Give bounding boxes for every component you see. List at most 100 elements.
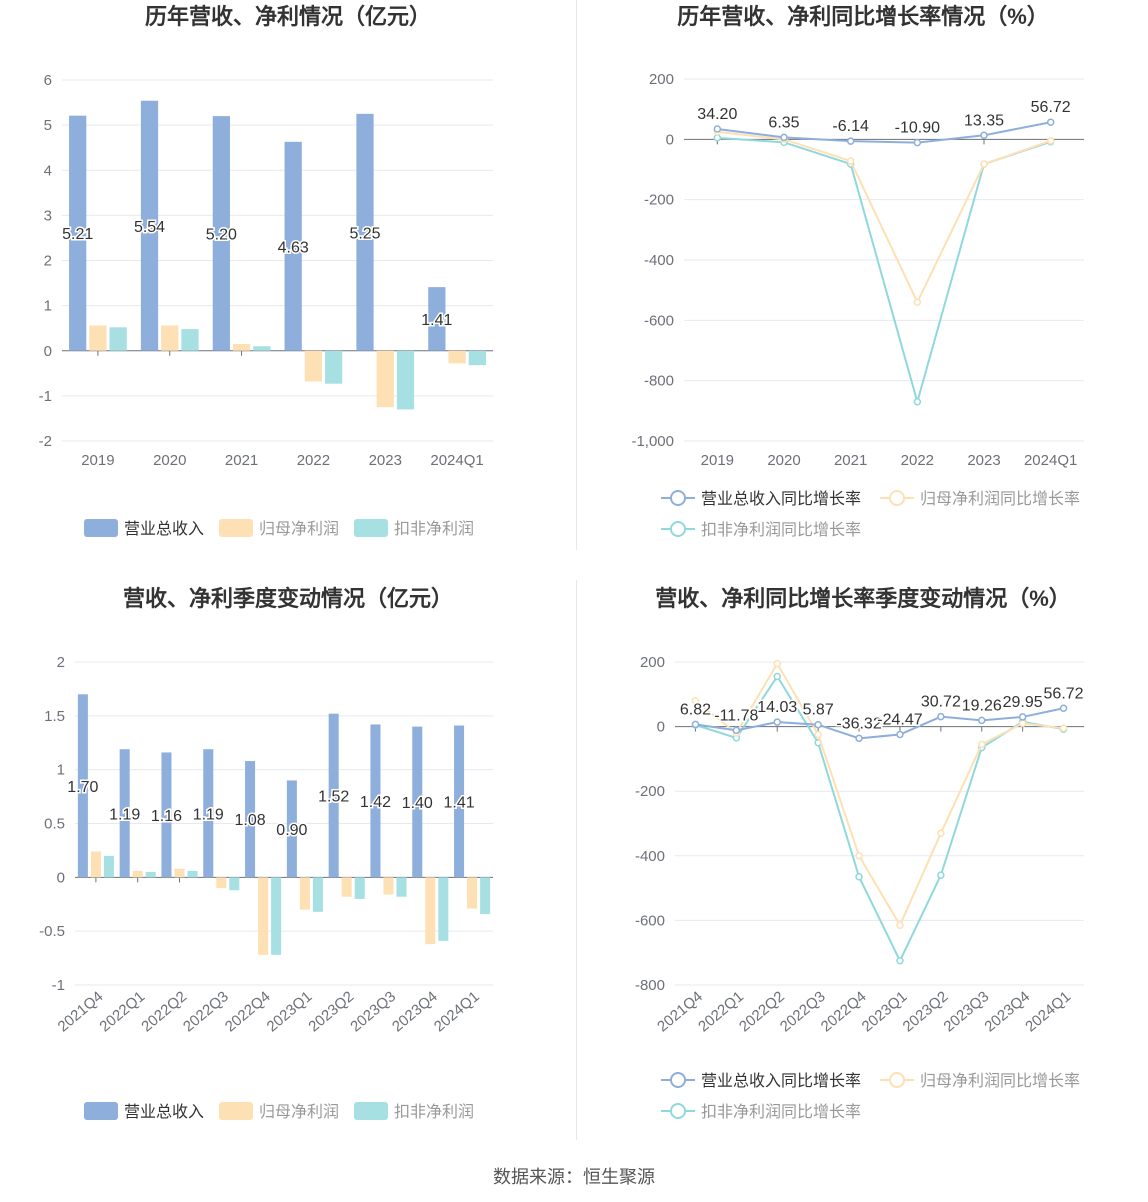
legend-label: 归母净利润同比增长率: [920, 490, 1080, 508]
legend-swatch: [354, 519, 388, 537]
series-point: [1018, 713, 1027, 721]
data-label: 4.63: [278, 239, 309, 256]
legend-label: 营业总收入: [124, 1103, 204, 1121]
legend-label: 扣非净利润同比增长率: [701, 1103, 861, 1121]
x-tick-label: 2021Q4: [654, 988, 706, 1035]
bar-revenue: [245, 761, 256, 878]
x-tick-label: 2023Q1: [264, 988, 316, 1035]
data-label: 5.54: [134, 219, 165, 236]
bar-revenue: [412, 726, 423, 878]
series-point: [713, 125, 722, 133]
bar-deducted-profit: [103, 855, 114, 878]
x-tick-label: 2023Q4: [981, 988, 1033, 1035]
bar-deducted-profit: [354, 877, 365, 899]
bar-net-profit: [132, 870, 143, 878]
bar-net-profit: [376, 350, 394, 408]
legend-label: 扣非净利润: [394, 1103, 474, 1121]
legend-label: 归母净利润同比增长率: [920, 1072, 1080, 1090]
data-label: 1.42: [360, 794, 391, 811]
series-point: [773, 672, 781, 681]
legend-marker: [670, 490, 686, 506]
series-point: [846, 137, 855, 145]
legend-swatch: [84, 519, 118, 537]
legend-label: 归母净利润: [259, 1103, 339, 1121]
series-line: [717, 130, 1051, 305]
y-tick-label: 0.5: [44, 816, 65, 833]
data-label: 1.16: [151, 808, 182, 825]
x-tick-label: 2021: [834, 452, 867, 469]
chart-title: 历年营收、净利情况（亿元）: [145, 4, 431, 29]
legend-label: 扣非净利润: [394, 520, 474, 538]
data-label: 19.26: [962, 697, 1002, 714]
data-label: 1.41: [443, 794, 474, 811]
data-label: 56.72: [1044, 685, 1084, 702]
bar-deducted-profit: [438, 877, 449, 941]
bar-net-profit: [174, 868, 185, 878]
chart-title: 历年营收、净利同比增长率情况（%）: [677, 4, 1049, 29]
y-tick-label: 0: [57, 869, 65, 886]
data-label: 5.20: [206, 226, 237, 243]
legend-swatch: [219, 519, 253, 537]
bar-net-profit: [89, 325, 107, 351]
chart-title: 营收、净利季度变动情况（亿元）: [123, 586, 453, 611]
data-label: 5.21: [62, 226, 93, 243]
y-tick-label: 3: [44, 207, 52, 224]
bar-revenue: [328, 713, 339, 878]
y-tick-label: 200: [640, 654, 665, 671]
y-tick-label: 4: [44, 162, 52, 179]
data-label: 6.82: [680, 701, 711, 718]
legend-label: 营业总收入: [124, 520, 204, 538]
x-tick-label: 2019: [701, 452, 734, 469]
x-tick-label: 2023Q4: [389, 988, 441, 1035]
chart-annual-rev-profit: 历年营收、净利情况（亿元） -2 -1 0 1 2 3 4 5 6 2019 2020 2021 2022…: [0, 0, 576, 560]
bar-net-profit: [425, 877, 436, 945]
bar-deducted-profit: [253, 346, 271, 351]
bar-revenue: [428, 287, 446, 351]
series-point: [814, 720, 822, 729]
series-point: [913, 398, 922, 406]
data-label: -24.47: [877, 712, 922, 729]
x-tick-label: 2023: [369, 452, 402, 469]
bar-deducted-profit: [229, 877, 240, 891]
x-tick-label: 2024Q1: [1022, 988, 1074, 1035]
y-tick-label: -0.5: [39, 923, 65, 940]
series-point: [855, 734, 863, 743]
bar-deducted-profit: [396, 877, 407, 897]
data-label: -6.14: [832, 118, 869, 135]
y-tick-label: 0: [44, 343, 52, 360]
bar-net-profit: [304, 350, 323, 382]
x-tick-label: 2023Q3: [940, 988, 992, 1035]
bar-net-profit: [232, 343, 251, 351]
data-label: 6.35: [768, 114, 799, 131]
series-point: [732, 726, 741, 735]
series-point: [773, 718, 781, 726]
y-tick-label: -400: [644, 252, 674, 269]
series-point: [1059, 724, 1068, 732]
bar-deducted-profit: [325, 350, 343, 384]
bar-deducted-profit: [271, 877, 282, 955]
y-tick-label: -2: [39, 433, 52, 450]
data-label: 56.72: [1031, 99, 1071, 116]
panel-divider-top: [576, 0, 577, 550]
x-tick-label: 2024Q1: [431, 988, 483, 1035]
data-source-note: 数据来源：恒生聚源: [493, 1167, 655, 1187]
series-line: [717, 121, 1051, 144]
series-point: [896, 957, 904, 965]
y-tick-label: -1: [39, 388, 52, 405]
series-point: [846, 157, 855, 165]
series-point: [773, 659, 781, 668]
x-tick-label: 2021: [225, 452, 258, 469]
y-tick-label: 1: [57, 762, 65, 779]
x-tick-label: 2022Q1: [96, 988, 148, 1035]
data-label: 1.70: [67, 779, 98, 796]
y-tick-label: 1.5: [44, 708, 65, 725]
x-tick-label: 2021Q4: [55, 988, 107, 1035]
x-tick-label: 2022Q3: [777, 988, 829, 1035]
y-tick-label: -800: [635, 977, 665, 994]
series-point: [691, 697, 700, 705]
legend-swatch: [354, 1102, 388, 1120]
x-tick-label: 2020: [153, 452, 186, 469]
series-point: [780, 133, 788, 142]
series-point: [896, 730, 904, 739]
bar-revenue: [161, 752, 172, 878]
